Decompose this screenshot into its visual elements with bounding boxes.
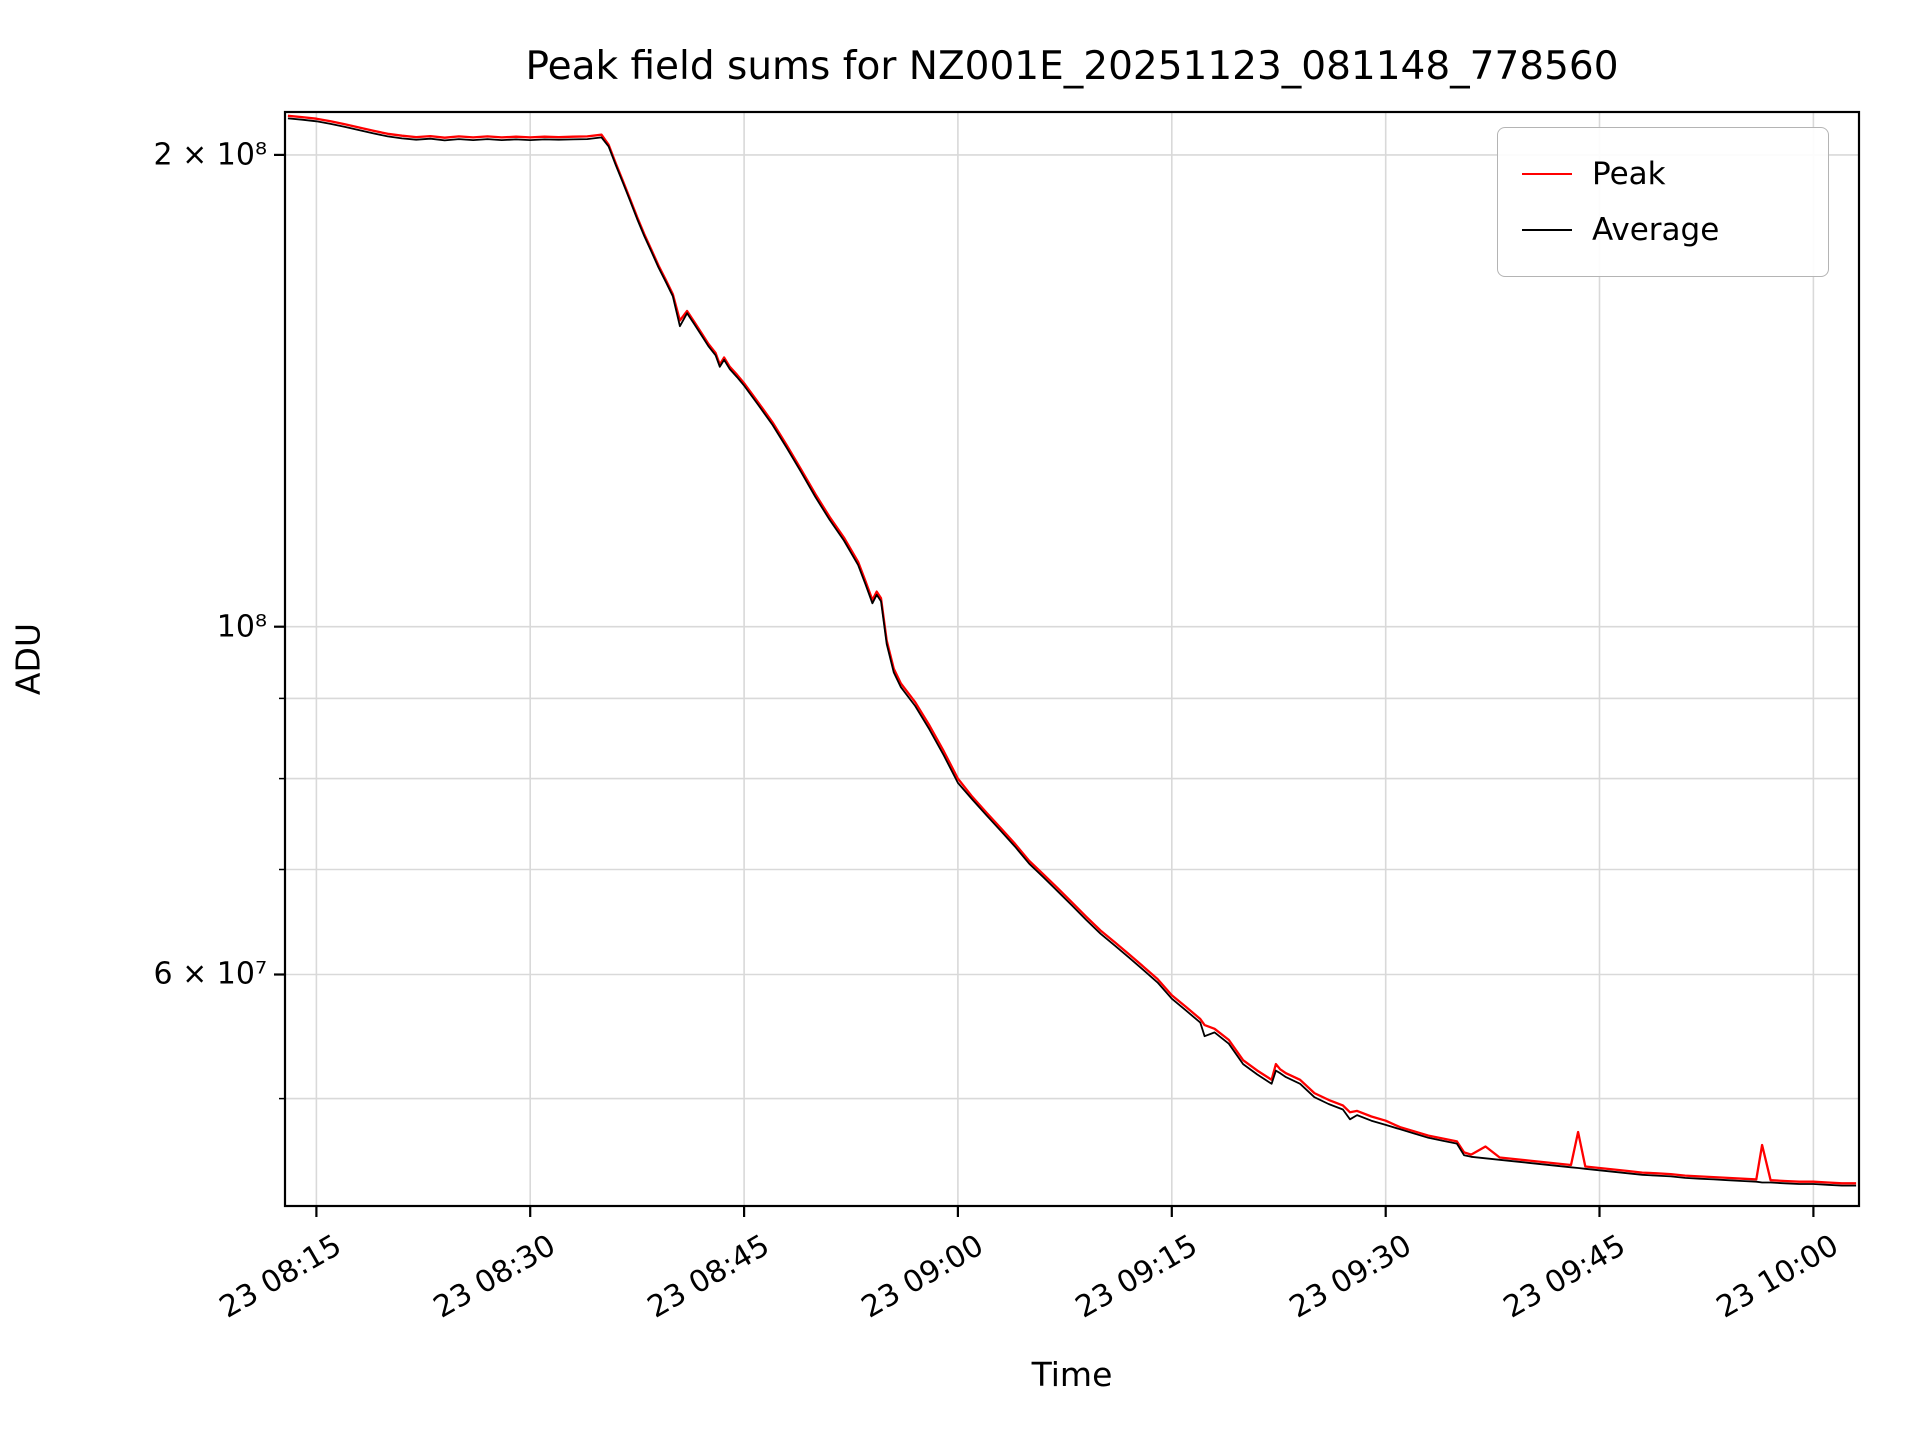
y-tick-label: 2 × 10⁸ (153, 137, 268, 173)
legend: Peak Average (1497, 127, 1829, 277)
x-axis-label: Time (1031, 1355, 1113, 1394)
average-line-swatch-icon (1522, 229, 1572, 231)
legend-label-peak: Peak (1592, 156, 1666, 192)
chart-title: Peak field sums for NZ001E_20251123_0811… (525, 44, 1619, 89)
legend-label-average: Average (1592, 212, 1720, 248)
legend-entry-average: Average (1522, 202, 1804, 258)
y-axis-label: ADU (8, 622, 48, 696)
y-tick-label: 10⁸ (216, 609, 267, 645)
y-tick-label: 6 × 10⁷ (153, 956, 268, 992)
peak-line-swatch-icon (1522, 173, 1572, 175)
legend-entry-peak: Peak (1522, 146, 1804, 202)
